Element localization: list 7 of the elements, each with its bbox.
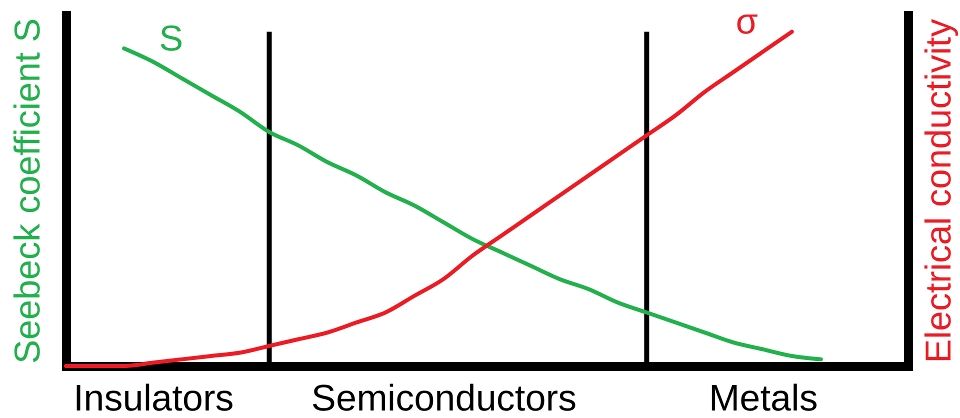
series-label: S — [159, 17, 184, 58]
x-tick-label: Metals — [708, 378, 818, 418]
x-tick-label: Insulators — [73, 378, 234, 418]
series-label: σ — [736, 0, 758, 42]
y2-axis-title: Electrical conductivity — [918, 18, 958, 364]
x-tick-label: Semiconductors — [311, 378, 577, 418]
y-axis-title: Seebeck coefficient S — [6, 18, 48, 364]
